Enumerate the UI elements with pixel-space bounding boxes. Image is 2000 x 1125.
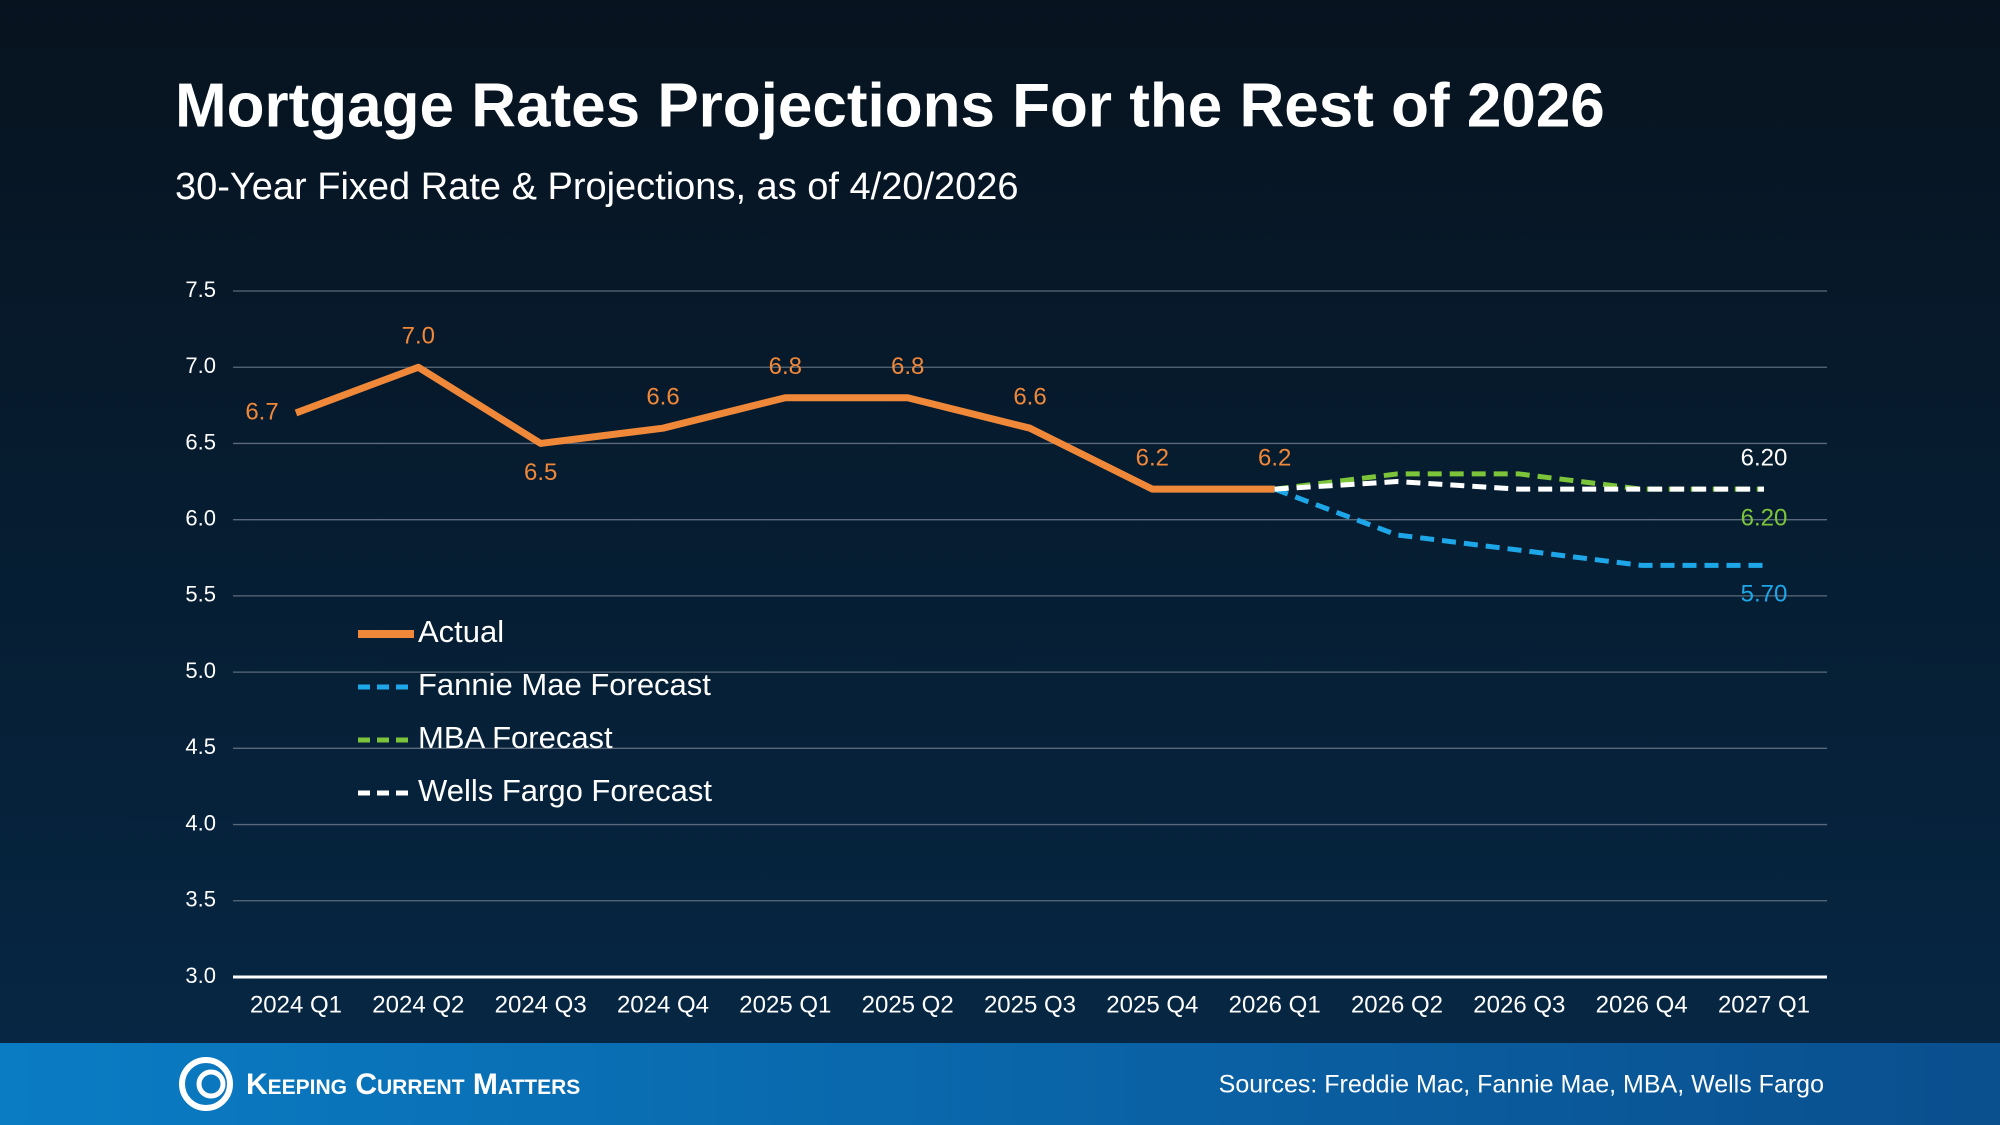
x-tick-label: 2027 Q1 (1718, 991, 1810, 1018)
series-line (1274, 479, 1764, 492)
x-tick-label: 2025 Q4 (1106, 991, 1198, 1018)
y-tick-label: 5.5 (185, 582, 216, 607)
data-label: 6.6 (1013, 384, 1046, 411)
chart-subtitle: 30-Year Fixed Rate & Projections, as of … (175, 166, 1019, 208)
data-label: 6.2 (1136, 445, 1169, 472)
data-label: 6.7 (245, 398, 278, 425)
y-tick-label: 3.0 (185, 963, 216, 988)
x-tick-label: 2024 Q3 (495, 991, 587, 1018)
data-label: 6.5 (524, 459, 557, 486)
legend-label: Fannie Mae Forecast (418, 667, 711, 702)
data-label: 6.20 (1741, 445, 1788, 472)
x-tick-label: 2025 Q2 (862, 991, 954, 1018)
y-tick-label: 6.5 (185, 429, 216, 454)
data-label: 6.2 (1258, 445, 1291, 472)
x-tick-label: 2026 Q3 (1473, 991, 1565, 1018)
x-tick-label: 2026 Q2 (1351, 991, 1443, 1018)
logo (179, 1057, 233, 1111)
y-tick-label: 5.0 (185, 658, 216, 683)
y-tick-label: 6.0 (185, 505, 216, 530)
series-line (294, 363, 1275, 493)
data-label: 7.0 (402, 323, 435, 350)
y-tick-label: 7.0 (185, 353, 216, 378)
x-tick-label: 2024 Q4 (617, 991, 709, 1018)
legend-label: Actual (418, 614, 504, 649)
data-label: 5.70 (1741, 581, 1788, 608)
x-tick-label: 2024 Q2 (372, 991, 464, 1018)
brand: Keeping Current Matters (246, 1068, 580, 1101)
data-label: 6.8 (769, 353, 802, 380)
y-tick-label: 4.5 (185, 734, 216, 759)
y-tick-label: 7.5 (185, 277, 216, 302)
x-tick-label: 2025 Q1 (739, 991, 831, 1018)
x-tick-label: 2026 Q4 (1596, 991, 1688, 1018)
y-tick-label: 3.5 (185, 887, 216, 912)
y-tick-label: 4.0 (185, 810, 216, 835)
chart-title: Mortgage Rates Projections For the Rest … (175, 71, 1605, 140)
data-label: 6.8 (891, 353, 924, 380)
legend-label: MBA Forecast (418, 720, 613, 755)
data-label: 6.6 (646, 384, 679, 411)
legend-label: Wells Fargo Forecast (418, 773, 712, 808)
x-tick-label: 2024 Q1 (250, 991, 342, 1018)
series-line (1273, 486, 1764, 568)
x-tick-label: 2026 Q1 (1229, 991, 1321, 1018)
footer-band (0, 1043, 2000, 1125)
data-label: 6.20 (1741, 505, 1788, 532)
sources: Sources: Freddie Mac, Fannie Mae, MBA, W… (1219, 1071, 1824, 1099)
x-tick-label: 2025 Q3 (984, 991, 1076, 1018)
